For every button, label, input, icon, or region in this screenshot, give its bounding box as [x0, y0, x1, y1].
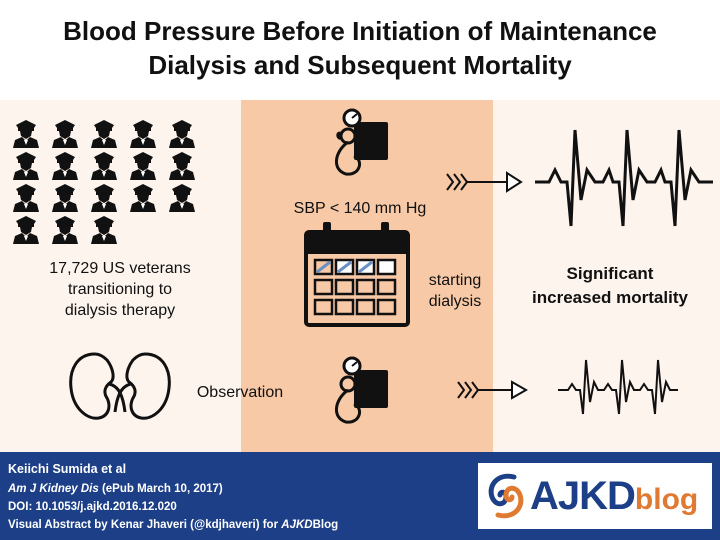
heartbeat-icon — [535, 129, 713, 227]
veteran-soldier-icon — [130, 120, 156, 148]
title-line-1: Blood Pressure Before Initiation of Main… — [63, 16, 657, 46]
logo-mark-icon — [488, 473, 524, 519]
sbp-label: SBP < 140 mm Hg — [293, 200, 427, 217]
logo-wordmark: AJKDblog — [530, 471, 698, 525]
title-line-2: Dialysis and Subsequent Mortality — [148, 50, 572, 80]
veteran-soldier-icon — [13, 184, 39, 212]
population-line-2: transitioning to — [67, 281, 173, 298]
outcome-line-1: Significant — [566, 264, 654, 283]
veteran-soldier-icon — [91, 216, 117, 244]
blood-pressure-monitor-icon-2 — [335, 356, 388, 424]
veteran-soldier-icon — [130, 184, 156, 212]
veteran-soldier-icon — [52, 152, 78, 180]
credit-prefix: Visual Abstract by Kenar Jhaveri (@kdjha… — [8, 519, 282, 531]
starting-line-2: dialysis — [428, 293, 482, 310]
doi-line: DOI: 10.1053/j.ajkd.2016.12.020 — [8, 501, 177, 513]
veteran-soldier-icon — [13, 152, 39, 180]
veteran-soldier-icon — [169, 152, 195, 180]
author-line: Keiichi Sumida et al — [8, 462, 127, 476]
blood-pressure-monitor-icon — [335, 108, 388, 176]
population-line-1: 17,729 US veterans — [49, 260, 191, 277]
veteran-soldier-icon — [169, 184, 195, 212]
heartbeat-icon-2 — [558, 359, 678, 415]
population-description: 17,729 US veterans transitioning to dial… — [10, 258, 230, 321]
veteran-icon-grid — [13, 120, 195, 244]
credit-suffix: Blog — [312, 519, 339, 531]
population-line-3: dialysis therapy — [64, 302, 176, 319]
veteran-soldier-icon — [13, 216, 39, 244]
calendar-icon — [304, 222, 410, 327]
kidneys-icon — [69, 352, 171, 420]
arrow-right-icon-2 — [457, 380, 529, 400]
outcome-line-2: increased mortality — [532, 288, 688, 307]
veteran-soldier-icon — [13, 120, 39, 148]
starting-line-1: starting — [428, 272, 482, 289]
veteran-soldier-icon — [52, 184, 78, 212]
ajkd-blog-logo[interactable]: AJKDblog — [478, 463, 712, 529]
credit-journal: AJKD — [281, 519, 313, 531]
arrow-right-icon — [446, 171, 523, 193]
outcome-label: Significant increased mortality — [510, 262, 710, 310]
epub-date: (ePub March 10, 2017) — [98, 483, 223, 495]
veteran-soldier-icon — [91, 152, 117, 180]
logo-suffix: blog — [634, 483, 699, 516]
starting-dialysis-label: starting dialysis — [420, 270, 490, 312]
journal-line: Am J Kidney Dis (ePub March 10, 2017) — [8, 482, 223, 497]
veteran-soldier-icon — [52, 120, 78, 148]
logo-main: AJKD — [530, 474, 636, 518]
abstract-title: Blood Pressure Before Initiation of Main… — [0, 14, 720, 82]
veteran-soldier-icon — [91, 184, 117, 212]
credit-line: Visual Abstract by Kenar Jhaveri (@kdjha… — [8, 518, 338, 533]
veteran-soldier-icon — [91, 120, 117, 148]
veteran-soldier-icon — [169, 120, 195, 148]
observation-label: Observation — [196, 384, 284, 401]
journal-name: Am J Kidney Dis — [8, 483, 99, 495]
veteran-soldier-icon — [52, 216, 78, 244]
veteran-soldier-icon — [130, 152, 156, 180]
